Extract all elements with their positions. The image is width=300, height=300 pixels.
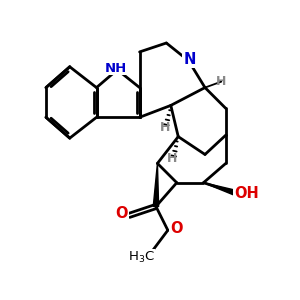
Text: O: O [170,221,182,236]
Text: N: N [184,52,196,67]
Polygon shape [203,183,237,196]
Text: OH: OH [234,186,259,201]
Text: O: O [116,206,128,221]
Polygon shape [153,164,159,207]
Text: NH: NH [105,62,127,75]
Text: H: H [167,152,178,165]
Text: H$_3$C: H$_3$C [128,250,154,265]
Text: H: H [160,121,170,134]
Text: H: H [216,75,226,88]
